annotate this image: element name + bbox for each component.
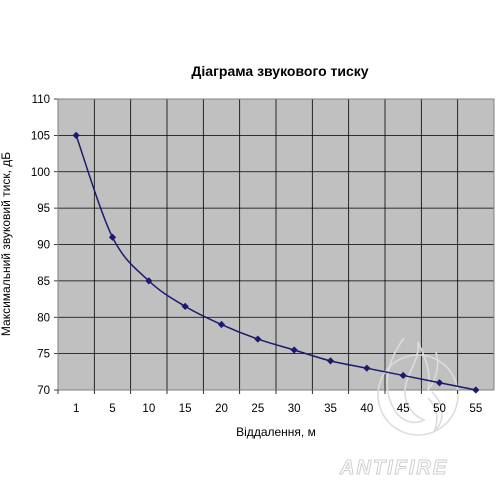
y-tick-label: 70 — [37, 385, 50, 397]
data-point — [326, 357, 335, 365]
x-tick-label: 1 — [73, 403, 79, 415]
x-tick-label: 35 — [324, 403, 337, 415]
x-axis-label: Віддалення, м — [236, 425, 316, 439]
y-tick-labels: 70 75 80 85 90 95 100 105 110 — [31, 94, 50, 397]
x-tick-label: 5 — [109, 403, 115, 415]
y-tick-label: 105 — [31, 130, 50, 142]
y-axis-label: Максимальний звуковий тиск, дБ — [0, 152, 13, 336]
y-tick-label: 100 — [31, 167, 50, 179]
data-point — [399, 371, 407, 380]
antifire-watermark: ANTIFIRE — [339, 337, 459, 480]
data-point — [290, 346, 298, 354]
chart-title: Діаграма звукового тиску — [191, 63, 368, 79]
x-tick-label: 40 — [360, 403, 373, 415]
y-tick-label: 80 — [37, 312, 50, 324]
x-tick-label: 30 — [288, 403, 301, 415]
flame-logo-icon — [377, 337, 459, 436]
y-tick-label: 85 — [37, 276, 50, 288]
y-tick-label: 75 — [37, 349, 50, 361]
y-tick-label: 110 — [32, 94, 50, 106]
data-point — [435, 379, 444, 387]
x-tick-label: 50 — [433, 403, 446, 415]
x-tick-label: 25 — [251, 403, 264, 415]
x-tick-label: 10 — [142, 403, 155, 415]
data-point — [145, 277, 153, 285]
data-point — [472, 386, 480, 394]
x-tick-label: 20 — [215, 403, 228, 415]
x-tick-labels: 1 5 10 15 20 25 30 35 40 45 50 55 — [57, 390, 482, 415]
x-tick-label: 15 — [179, 403, 192, 415]
data-point — [217, 320, 226, 329]
watermark-text: ANTIFIRE — [339, 457, 448, 479]
data-markers — [72, 131, 480, 394]
data-point — [363, 364, 371, 372]
x-tick-label: 45 — [397, 403, 410, 415]
x-tick-label: 55 — [469, 403, 482, 415]
data-point — [254, 335, 262, 343]
data-point — [108, 233, 117, 241]
y-tick-label: 95 — [37, 203, 50, 215]
data-point — [72, 131, 80, 139]
y-tick-label: 90 — [37, 240, 50, 252]
data-point — [181, 302, 189, 310]
